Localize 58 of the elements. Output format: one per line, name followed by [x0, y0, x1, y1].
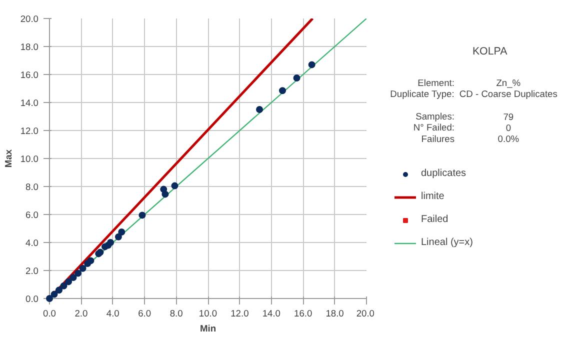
x-tick-label: 20.0 — [356, 308, 374, 318]
text: Samples: — [416, 112, 454, 122]
text: Duplicate Type: — [390, 89, 454, 100]
point — [308, 61, 316, 68]
point — [74, 270, 82, 277]
text: Element: — [418, 78, 454, 88]
legend-label: Lineal (y=x) — [421, 237, 473, 248]
y-tick-label: 2.0 — [26, 266, 38, 276]
point — [65, 278, 72, 286]
y-tick-label: 20.0 — [20, 14, 38, 24]
point — [79, 264, 86, 272]
x-tick-label: 6.0 — [138, 308, 152, 318]
legend-label: duplicates — [421, 168, 466, 179]
x-tick-label: 4.0 — [106, 308, 120, 318]
x-tick-label: 0.0 — [43, 308, 56, 318]
legend-label: Failed — [421, 214, 448, 225]
text: N° Failed: — [413, 122, 454, 133]
y-tick-label: 14.0 — [20, 98, 38, 108]
text: 79 — [503, 112, 514, 122]
y-tick-label: 4.0 — [26, 238, 38, 248]
x-tick-label: 16.0 — [294, 308, 312, 318]
text: 0 — [506, 123, 512, 134]
point — [50, 290, 58, 298]
x-tick-label: 2.0 — [74, 308, 88, 318]
point — [293, 74, 300, 82]
y-tick-label: 6.0 — [26, 210, 38, 220]
point — [118, 228, 126, 236]
point — [56, 286, 63, 294]
x-tick-label: 10.0 — [198, 308, 218, 318]
point — [107, 239, 114, 246]
text: CD - Coarse Duplicates — [459, 89, 558, 100]
y-tick-label: 12.0 — [20, 126, 38, 136]
point — [60, 282, 68, 290]
y-tick-label: 8.0 — [26, 182, 38, 192]
y-tick-label: 16.0 — [20, 70, 38, 80]
text: 0.0% — [498, 134, 520, 144]
y-tick-label: 10.0 — [20, 154, 38, 164]
text: KOLPA — [472, 46, 508, 58]
point — [87, 257, 94, 264]
text: Failures — [421, 134, 455, 144]
point — [162, 190, 169, 198]
point — [256, 106, 264, 113]
point — [70, 274, 77, 281]
legend-label: limite — [421, 191, 444, 202]
x-tick-label: 18.0 — [326, 308, 344, 318]
y-tick-label: 0.0 — [26, 294, 38, 304]
point — [46, 295, 53, 302]
x-axis-title: Min — [200, 324, 216, 334]
point — [171, 182, 178, 190]
x-tick-label: 8.0 — [170, 308, 183, 318]
text: Zn_% — [496, 78, 521, 88]
point — [278, 87, 286, 94]
x-tick-label: 14.0 — [262, 308, 280, 318]
point — [114, 233, 122, 240]
y-tick-label: 18.0 — [20, 42, 38, 52]
point — [138, 212, 146, 219]
x-tick-label: 12.0 — [230, 308, 249, 318]
y-axis-title: Max — [3, 148, 14, 168]
